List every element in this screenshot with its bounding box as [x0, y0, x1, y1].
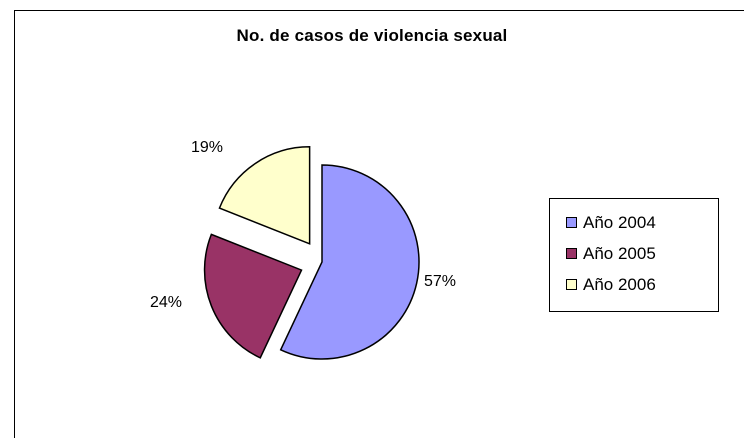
- legend-item-2004: Año 2004: [550, 207, 718, 238]
- slice-label-2004: 57%: [424, 273, 457, 290]
- legend-item-2006: Año 2006: [550, 269, 718, 300]
- legend-swatch-2004: [566, 217, 577, 228]
- legend-label-2006: Año 2006: [583, 274, 656, 294]
- slice-label-2006: 19%: [191, 139, 224, 156]
- chart-legend: Año 2004 Año 2005 Año 2006: [549, 198, 719, 312]
- slice-2005: [203, 233, 303, 359]
- slice-2004: [279, 164, 420, 360]
- legend-label-2005: Año 2005: [583, 243, 656, 263]
- chart-title: No. de casos de violencia sexual: [236, 26, 508, 45]
- legend-swatch-2006: [566, 279, 577, 290]
- legend-swatch-2005: [566, 248, 577, 259]
- slice-label-2005: 24%: [150, 294, 183, 311]
- legend-label-2004: Año 2004: [583, 212, 656, 232]
- slice-2006: [218, 146, 311, 245]
- legend-item-2005: Año 2005: [550, 238, 718, 269]
